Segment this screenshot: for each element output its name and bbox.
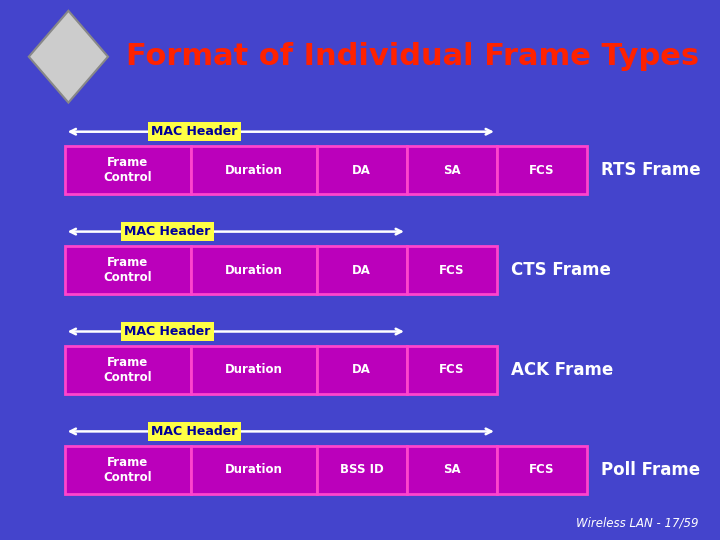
FancyBboxPatch shape (65, 346, 191, 394)
Text: DA: DA (352, 363, 372, 376)
FancyBboxPatch shape (317, 146, 407, 194)
FancyBboxPatch shape (497, 446, 587, 494)
FancyBboxPatch shape (407, 146, 497, 194)
FancyBboxPatch shape (407, 346, 497, 394)
Text: Frame
Control: Frame Control (104, 456, 152, 484)
Text: MAC Header: MAC Header (125, 325, 210, 338)
Text: MAC Header: MAC Header (125, 225, 210, 238)
FancyBboxPatch shape (497, 146, 587, 194)
FancyBboxPatch shape (317, 246, 407, 294)
Text: FCS: FCS (439, 264, 464, 276)
Text: Format of Individual Frame Types: Format of Individual Frame Types (126, 42, 699, 71)
Text: CTS Frame: CTS Frame (511, 261, 611, 279)
Text: MAC Header: MAC Header (151, 425, 238, 438)
FancyBboxPatch shape (65, 246, 191, 294)
FancyBboxPatch shape (317, 446, 407, 494)
Text: Duration: Duration (225, 463, 283, 476)
Text: Poll Frame: Poll Frame (601, 461, 701, 479)
Text: BSS ID: BSS ID (340, 463, 384, 476)
FancyBboxPatch shape (407, 246, 497, 294)
Text: Frame
Control: Frame Control (104, 356, 152, 384)
FancyBboxPatch shape (65, 446, 191, 494)
Text: DA: DA (352, 164, 372, 177)
Text: SA: SA (443, 164, 461, 177)
Text: Wireless LAN - 17/59: Wireless LAN - 17/59 (576, 516, 698, 529)
Text: Duration: Duration (225, 264, 283, 276)
Text: FCS: FCS (529, 164, 554, 177)
Text: ACK Frame: ACK Frame (511, 361, 613, 379)
Text: Frame
Control: Frame Control (104, 156, 152, 184)
Text: Duration: Duration (225, 164, 283, 177)
Text: RTS Frame: RTS Frame (601, 161, 701, 179)
FancyBboxPatch shape (191, 346, 317, 394)
Text: MAC Header: MAC Header (151, 125, 238, 138)
Text: SA: SA (443, 463, 461, 476)
Polygon shape (29, 11, 108, 103)
FancyBboxPatch shape (407, 446, 497, 494)
Text: FCS: FCS (439, 363, 464, 376)
FancyBboxPatch shape (191, 446, 317, 494)
Text: FCS: FCS (529, 463, 554, 476)
FancyBboxPatch shape (65, 146, 191, 194)
FancyBboxPatch shape (191, 246, 317, 294)
FancyBboxPatch shape (317, 346, 407, 394)
Text: Duration: Duration (225, 363, 283, 376)
FancyBboxPatch shape (191, 146, 317, 194)
Text: Frame
Control: Frame Control (104, 256, 152, 284)
Text: DA: DA (352, 264, 372, 276)
